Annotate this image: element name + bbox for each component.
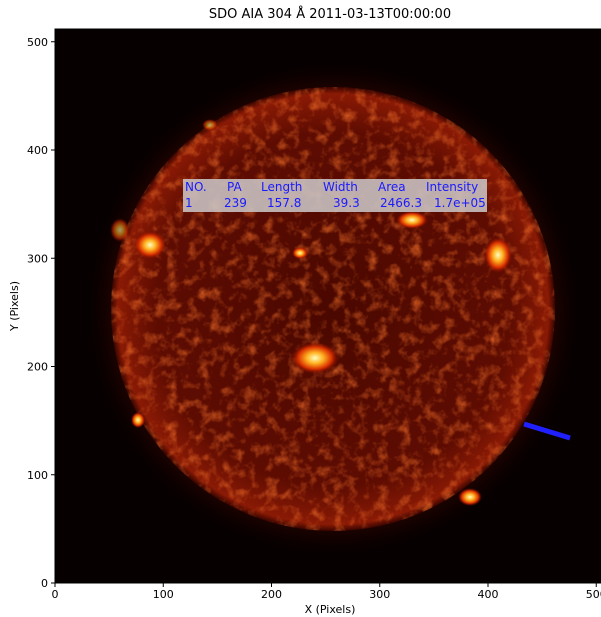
table-header: PA xyxy=(227,180,242,194)
x-axis-label: X (Pixels) xyxy=(305,603,356,616)
table-header: Area xyxy=(378,180,406,194)
y-tick-label: 400 xyxy=(27,144,48,157)
page: SDO AIA 304 Å 2011-03-13T00:00:00 X (Pix… xyxy=(0,0,601,617)
x-tick-label: 400 xyxy=(478,588,499,601)
table-cell: 157.8 xyxy=(267,196,301,210)
table-cell: 1 xyxy=(185,196,193,210)
y-tick-label: 200 xyxy=(27,361,48,374)
chart-title: SDO AIA 304 Å 2011-03-13T00:00:00 xyxy=(209,6,451,22)
chart: SDO AIA 304 Å 2011-03-13T00:00:00 X (Pix… xyxy=(0,0,601,617)
table-cell: 39.3 xyxy=(333,196,360,210)
y-tick-label: 0 xyxy=(41,577,48,590)
table-header: NO. xyxy=(185,180,207,194)
image xyxy=(55,29,601,583)
table-header: Intensity xyxy=(426,180,478,194)
y-axis-label: Y (Pixels) xyxy=(8,281,21,332)
table-header: Width xyxy=(323,180,358,194)
x-tick-label: 100 xyxy=(153,588,174,601)
x-tick-label: 300 xyxy=(369,588,390,601)
table-cell: 1.7e+05 xyxy=(434,196,486,210)
x-tick-label: 500 xyxy=(586,588,601,601)
table-cell: 2466.3 xyxy=(380,196,422,210)
y-tick-label: 300 xyxy=(27,252,48,265)
table-header: Length xyxy=(261,180,302,194)
x-tick-label: 0 xyxy=(52,588,59,601)
table-cell: 239 xyxy=(224,196,247,210)
x-tick-label: 200 xyxy=(261,588,282,601)
y-tick-label: 500 xyxy=(27,36,48,49)
y-tick-label: 100 xyxy=(27,469,48,482)
disk-texture xyxy=(111,87,555,531)
